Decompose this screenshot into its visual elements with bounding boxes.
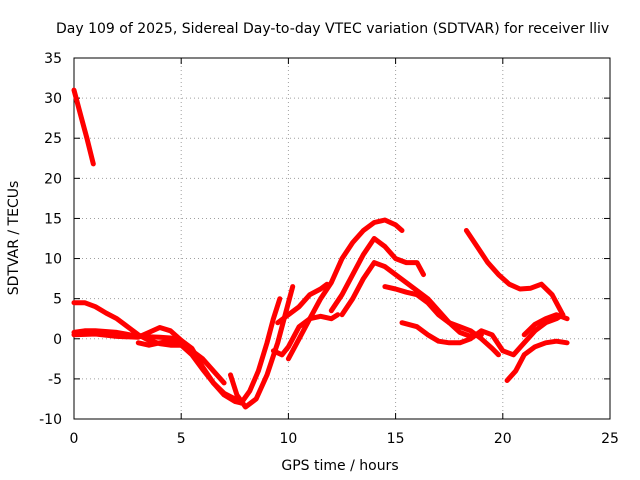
x-tick-label: 25 (601, 431, 619, 447)
x-tick-label: 5 (177, 431, 186, 447)
y-tick-label: -10 (39, 412, 62, 428)
series-arc-9 (275, 281, 330, 326)
y-tick-label: 30 (44, 91, 62, 107)
y-tick-label: 0 (53, 332, 62, 348)
y-tick-label: -5 (48, 372, 62, 388)
plot-frame (73, 57, 611, 420)
x-tick-label: 10 (279, 431, 297, 447)
series-arc-7 (238, 296, 283, 406)
x-tick-label: 15 (387, 431, 405, 447)
x-tick-label: 20 (494, 431, 512, 447)
y-tick-label: 5 (53, 292, 62, 308)
series-arc-13 (382, 284, 501, 358)
chart-title: Day 109 of 2025, Sidereal Day-to-day VTE… (56, 21, 609, 37)
series-arc-11 (328, 236, 426, 314)
axis-ticks: 0 5 10 15 20 25 -10 -5 0 5 10 15 20 25 30 35 (39, 51, 619, 447)
series-arc-4 (71, 325, 184, 343)
y-tick-label: 25 (44, 131, 62, 147)
x-tick-label: 0 (70, 431, 79, 447)
y-tick-label: 35 (44, 51, 62, 67)
series-arc-1 (71, 87, 96, 167)
series-arc-16 (504, 338, 570, 383)
series-arc-6 (228, 284, 296, 410)
y-tick-label: 20 (44, 171, 62, 187)
series-arc-14 (399, 312, 566, 358)
y-tick-label: 15 (44, 211, 62, 227)
y-tick-label: 10 (44, 252, 62, 268)
series-arc-15 (463, 228, 566, 318)
series-arc-10 (285, 217, 405, 362)
x-axis-title: GPS time / hours (281, 458, 398, 474)
y-axis-title: SDTVAR / TECUs (6, 181, 22, 296)
grid-lines (74, 58, 610, 419)
series-arc-8 (270, 312, 341, 358)
series-arc-5 (135, 338, 244, 403)
series-arc-17 (521, 312, 570, 338)
series-arc-12 (339, 260, 484, 339)
data-series (71, 87, 570, 410)
